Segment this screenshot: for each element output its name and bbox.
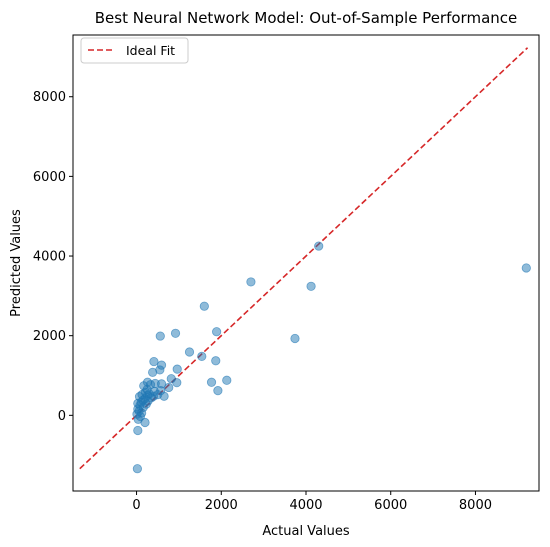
data-point bbox=[142, 377, 153, 387]
data-point bbox=[170, 328, 181, 338]
data-point bbox=[184, 347, 195, 357]
y-axis-label: Predicted Values bbox=[9, 209, 24, 317]
x-tick-label: 6000 bbox=[374, 498, 407, 513]
data-point bbox=[206, 377, 217, 387]
data-point bbox=[212, 327, 222, 337]
x-tick-label: 4000 bbox=[289, 498, 322, 513]
data-point bbox=[197, 351, 207, 361]
x-tick-label: 2000 bbox=[205, 498, 238, 513]
data-point bbox=[211, 356, 221, 366]
y-axis-ticks: 0 2000 4000 6000 8000 bbox=[33, 90, 73, 424]
y-tick-label: 6000 bbox=[33, 170, 66, 185]
data-point bbox=[132, 464, 142, 474]
data-point bbox=[133, 425, 143, 436]
data-point bbox=[156, 360, 167, 370]
data-point bbox=[166, 374, 176, 384]
data-point bbox=[306, 281, 316, 291]
x-tick-label: 0 bbox=[132, 498, 140, 513]
data-point bbox=[213, 386, 223, 396]
data-point bbox=[172, 364, 182, 374]
chart-title: Best Neural Network Model: Out-of-Sample… bbox=[95, 9, 518, 27]
data-point bbox=[155, 331, 165, 341]
legend-box bbox=[80, 37, 189, 64]
legend: Ideal Fit bbox=[80, 37, 189, 64]
y-tick-label: 8000 bbox=[33, 90, 66, 105]
data-point bbox=[149, 356, 159, 367]
points-layer bbox=[132, 241, 531, 474]
data-point bbox=[164, 382, 174, 393]
data-point bbox=[246, 277, 256, 287]
data-point bbox=[290, 333, 300, 344]
y-tick-label: 0 bbox=[58, 409, 66, 424]
x-tick-label: 8000 bbox=[459, 498, 492, 513]
data-point bbox=[199, 301, 209, 311]
x-axis-label: Actual Values bbox=[262, 524, 350, 539]
data-point bbox=[222, 375, 232, 385]
y-tick-label: 2000 bbox=[33, 329, 66, 344]
data-point bbox=[150, 378, 160, 389]
y-tick-label: 4000 bbox=[33, 250, 66, 265]
x-axis-ticks: 0 2000 4000 6000 8000 bbox=[132, 491, 492, 513]
legend-ideal-fit-label: Ideal Fit bbox=[126, 43, 175, 58]
data-point bbox=[521, 263, 531, 273]
data-point bbox=[314, 241, 324, 251]
